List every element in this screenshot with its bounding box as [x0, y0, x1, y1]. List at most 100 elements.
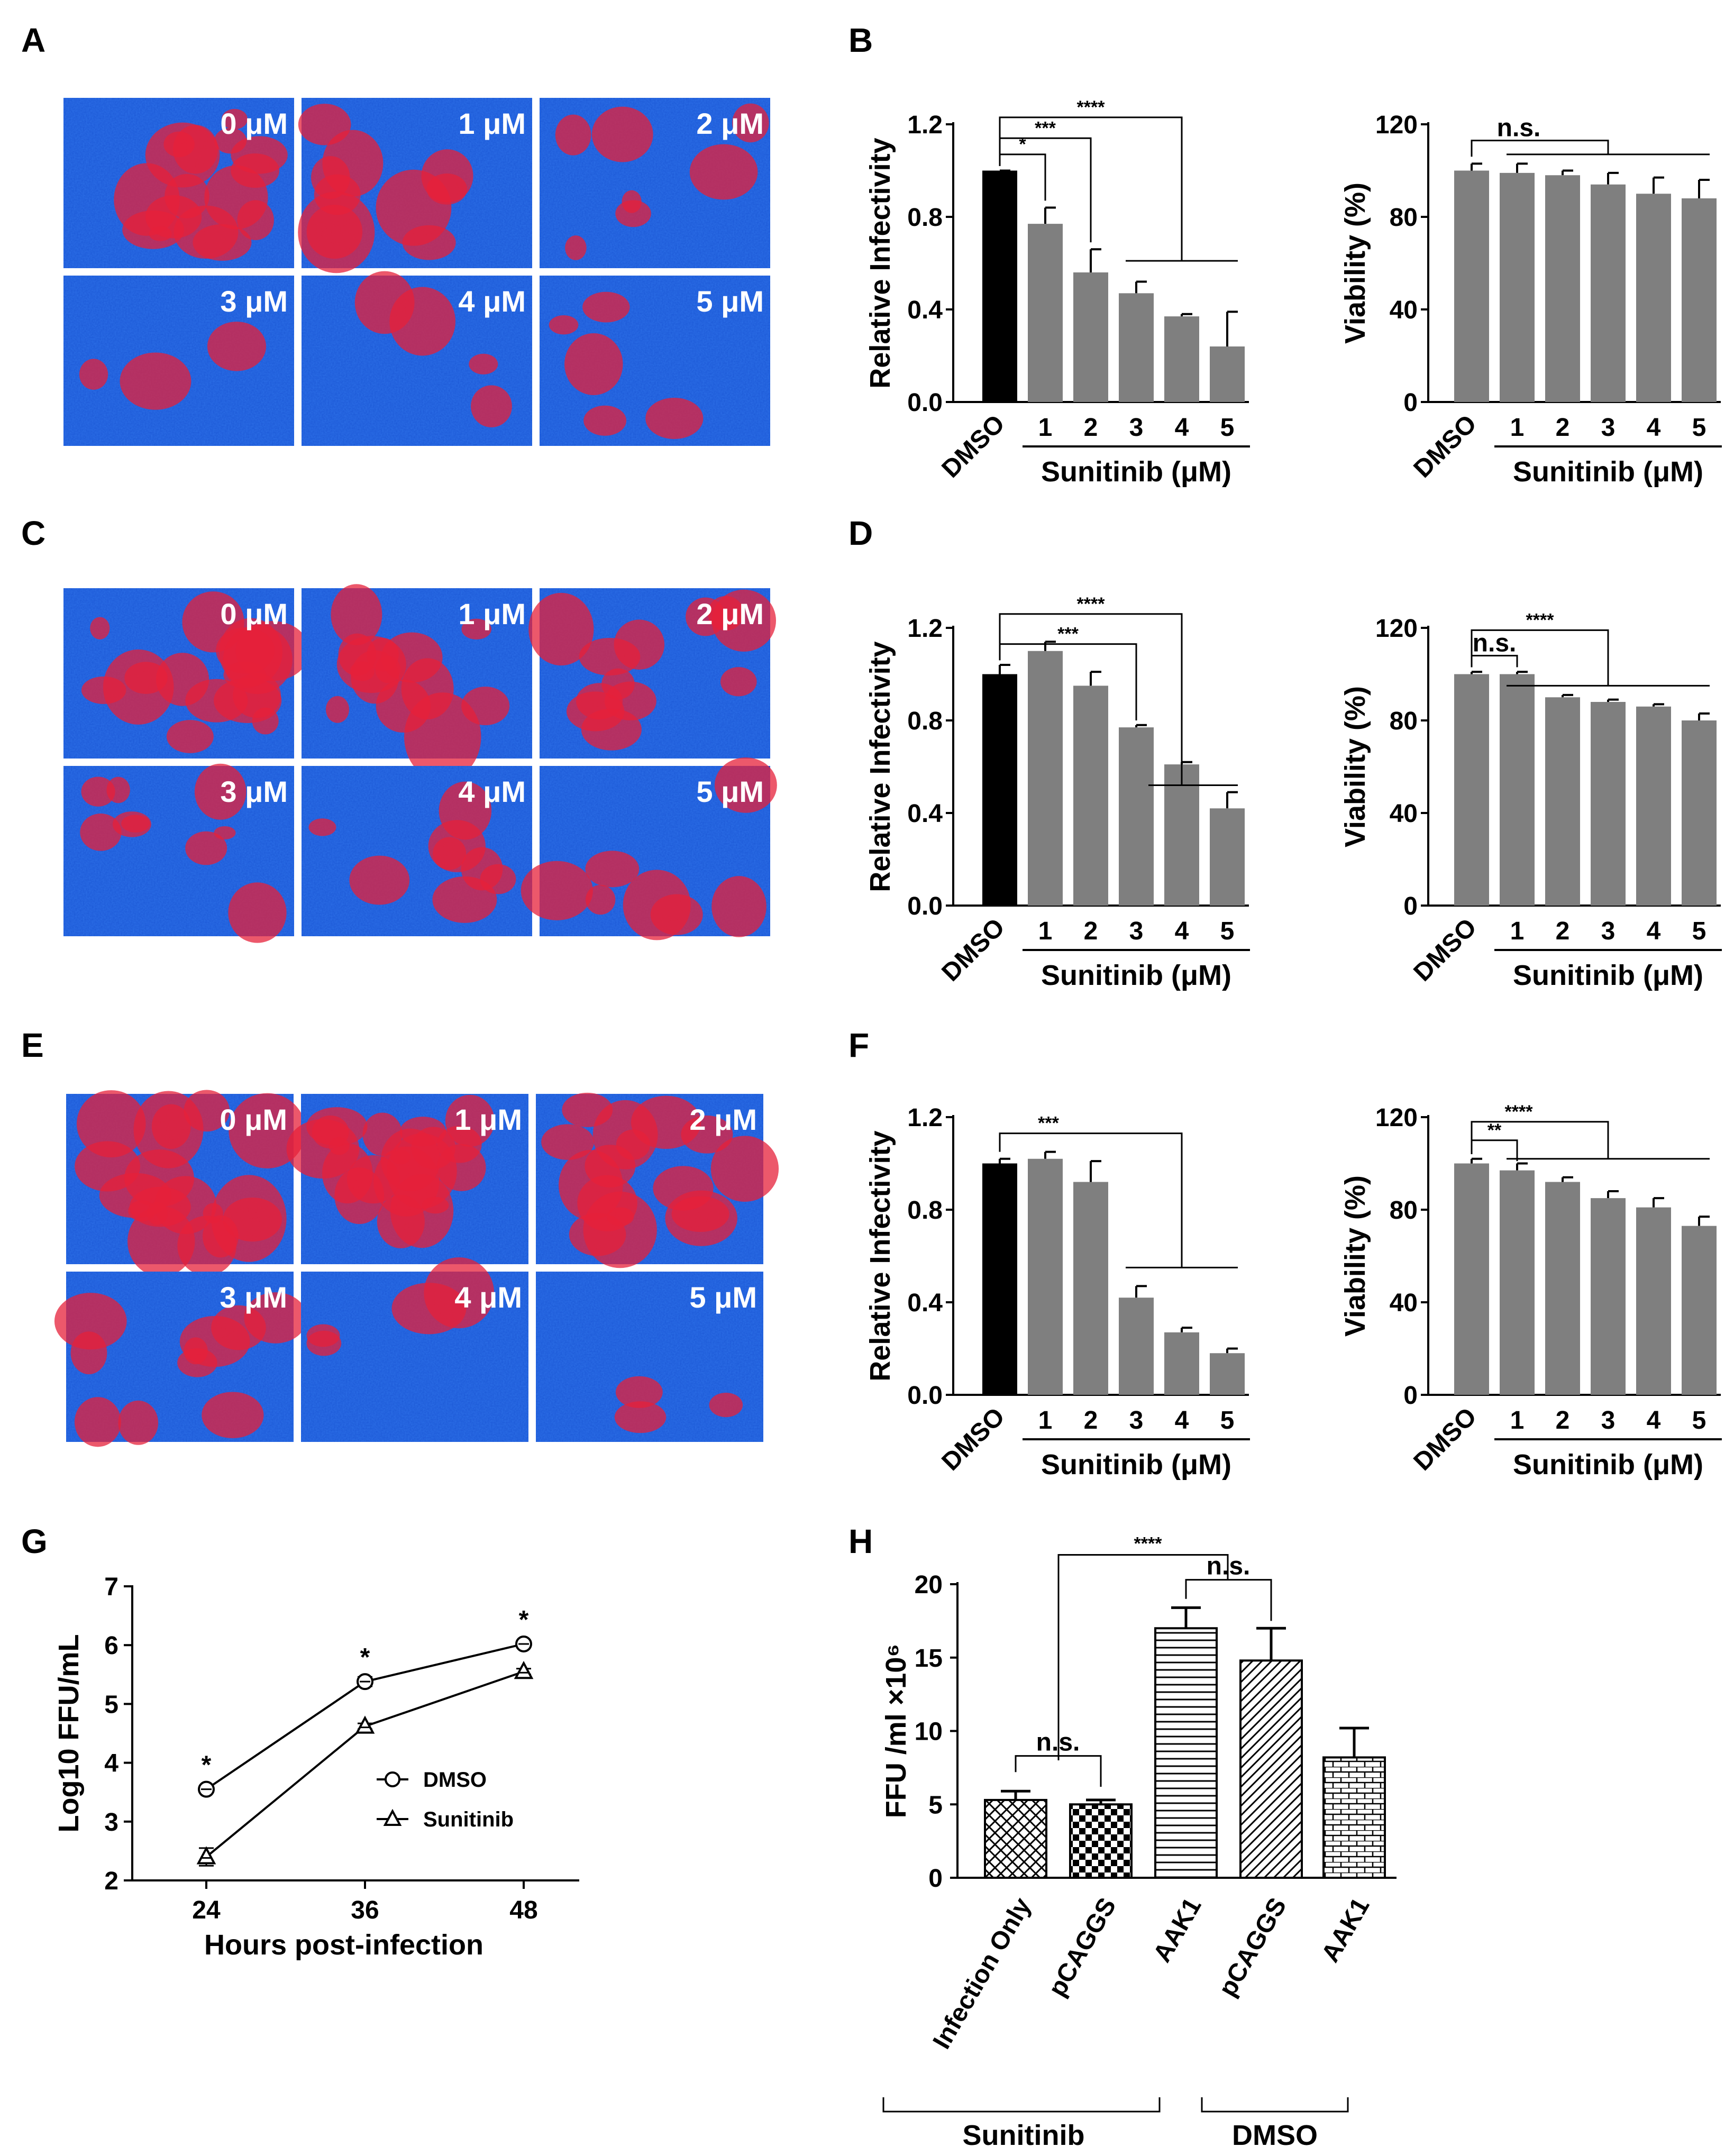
- group-bracket-line: [882, 2097, 1161, 2113]
- panel-letter-B: B: [848, 21, 873, 59]
- group-label: DMSO: [1232, 2120, 1318, 2151]
- x-tick-label: DMSO: [1408, 409, 1482, 483]
- x-tick-label: DMSO: [936, 913, 1010, 986]
- infection-focus: [237, 200, 274, 241]
- y-tick-label: 0.0: [907, 1382, 943, 1410]
- bar: [1028, 1158, 1063, 1395]
- infection-focus: [112, 811, 151, 837]
- x-tick-label: 4: [1175, 414, 1189, 442]
- infection-focus: [334, 1167, 385, 1225]
- micro-tile: 5 μM: [540, 276, 770, 446]
- y-tick-label: 6: [104, 1632, 118, 1660]
- x-tick-label: 2: [1084, 1406, 1098, 1435]
- infection-focus: [325, 696, 350, 723]
- bar: [1119, 293, 1154, 402]
- infection-focus: [689, 144, 758, 200]
- y-axis-label: Relative Infectivity: [864, 138, 896, 388]
- infection-focus: [147, 1202, 168, 1225]
- bar: [1591, 184, 1626, 402]
- significance-bracket: ****: [1471, 1102, 1710, 1160]
- dose-label: 3 μM: [220, 285, 288, 318]
- infection-focus: [555, 114, 591, 156]
- significance-bracket: n.s.: [1471, 114, 1710, 157]
- x-tick-label: 1: [1510, 1406, 1525, 1435]
- y-tick-label: 0: [1403, 389, 1418, 417]
- x-tick-label: 4: [1175, 917, 1189, 945]
- infection-focus: [306, 1330, 342, 1356]
- x-tick-label: 5: [1692, 1406, 1706, 1435]
- infection-focus: [74, 1397, 121, 1447]
- infection-focus: [214, 127, 247, 154]
- micro-tile: 0 μM: [66, 1090, 306, 1277]
- bar: [1210, 346, 1245, 402]
- significance-label: ****: [1077, 594, 1106, 614]
- bracket-line: [999, 643, 1137, 720]
- x-tick-label: 3: [1601, 1406, 1616, 1435]
- infection-focus: [308, 818, 336, 836]
- dose-label: 0 μM: [220, 107, 288, 140]
- infection-focus: [312, 1115, 349, 1149]
- infection-focus: [461, 618, 491, 640]
- y-axis-label: FFU /ml ×10⁶: [880, 1644, 912, 1818]
- bar: [1545, 1182, 1580, 1395]
- micro-tile: 3 μM: [63, 763, 294, 943]
- infection-focus: [562, 1092, 613, 1127]
- infection-focus: [193, 224, 252, 261]
- infection-focus: [163, 131, 195, 158]
- bar: [1073, 1182, 1108, 1395]
- x-tick-label: 4: [1647, 414, 1661, 442]
- dose-label: 4 μM: [458, 285, 526, 318]
- bracket-line: [1057, 1554, 1229, 1760]
- infection-focus: [90, 617, 110, 640]
- significance-label: ****: [1134, 1534, 1163, 1554]
- y-tick-label: 80: [1390, 707, 1418, 735]
- group-bracket-dmso: DMSO: [1201, 2097, 1349, 2151]
- significance-bracket: ****: [999, 594, 1238, 786]
- bar: [1682, 720, 1717, 906]
- infection-focus: [711, 876, 766, 937]
- y-axis-label: Relative Infectivity: [864, 641, 896, 892]
- infection-focus: [207, 322, 267, 371]
- infection-focus: [541, 1124, 595, 1160]
- bar: [1454, 170, 1489, 402]
- dose-label: 4 μM: [458, 775, 526, 808]
- infection-focus: [202, 1392, 264, 1439]
- significance-label: n.s.: [1497, 114, 1541, 142]
- infection-focus: [185, 679, 248, 723]
- infection-focus: [349, 855, 410, 905]
- y-tick-label: 40: [1390, 296, 1418, 324]
- x-tick-label: Infection Only: [928, 1893, 1037, 2054]
- significance-bracket: ***: [999, 624, 1137, 720]
- x-tick-label: DMSO: [1408, 913, 1482, 986]
- bar: [1636, 194, 1671, 402]
- infection-focus: [564, 333, 623, 395]
- infection-focus: [720, 667, 757, 697]
- dose-label: 2 μM: [696, 597, 764, 631]
- infection-focus: [79, 359, 108, 390]
- bracket-line: [1471, 140, 1609, 157]
- dose-label: 0 μM: [220, 1103, 287, 1136]
- infection-focus: [166, 720, 214, 753]
- x-tick-label: AAK1: [1148, 1893, 1207, 1967]
- infection-focus: [214, 826, 236, 839]
- infection-focus: [426, 173, 468, 205]
- bar: [1500, 1170, 1535, 1395]
- x-tick-label: 1: [1038, 1406, 1053, 1435]
- dose-label: 3 μM: [220, 775, 288, 808]
- series-sunitinib: [196, 1661, 534, 1867]
- data-point: [355, 1715, 375, 1734]
- significance-bracket: ****: [1057, 1534, 1229, 1760]
- micro-tile: 0 μM: [63, 98, 294, 268]
- x-tick-label: DMSO: [936, 1402, 1010, 1476]
- x-tick-label: pCAGGS: [1043, 1893, 1122, 2001]
- y-tick-label: 0.4: [907, 800, 943, 828]
- panel-letter-C: C: [21, 514, 45, 552]
- bar: [982, 170, 1017, 402]
- bar-chart-B1: 0.0 0.4 0.8 1.2 DMSO 1 2 3 4 5 Sunitinib (μM) Relat…: [864, 97, 1250, 488]
- bar: [1069, 1803, 1133, 1879]
- micro-grid-A: 0 μM 1 μM 2 μM 3 μM 4 μM 5 μM: [63, 98, 770, 446]
- infection-focus: [445, 1094, 495, 1147]
- y-tick-label: 1.2: [907, 111, 943, 139]
- micro-tile: 4 μM: [301, 1257, 528, 1442]
